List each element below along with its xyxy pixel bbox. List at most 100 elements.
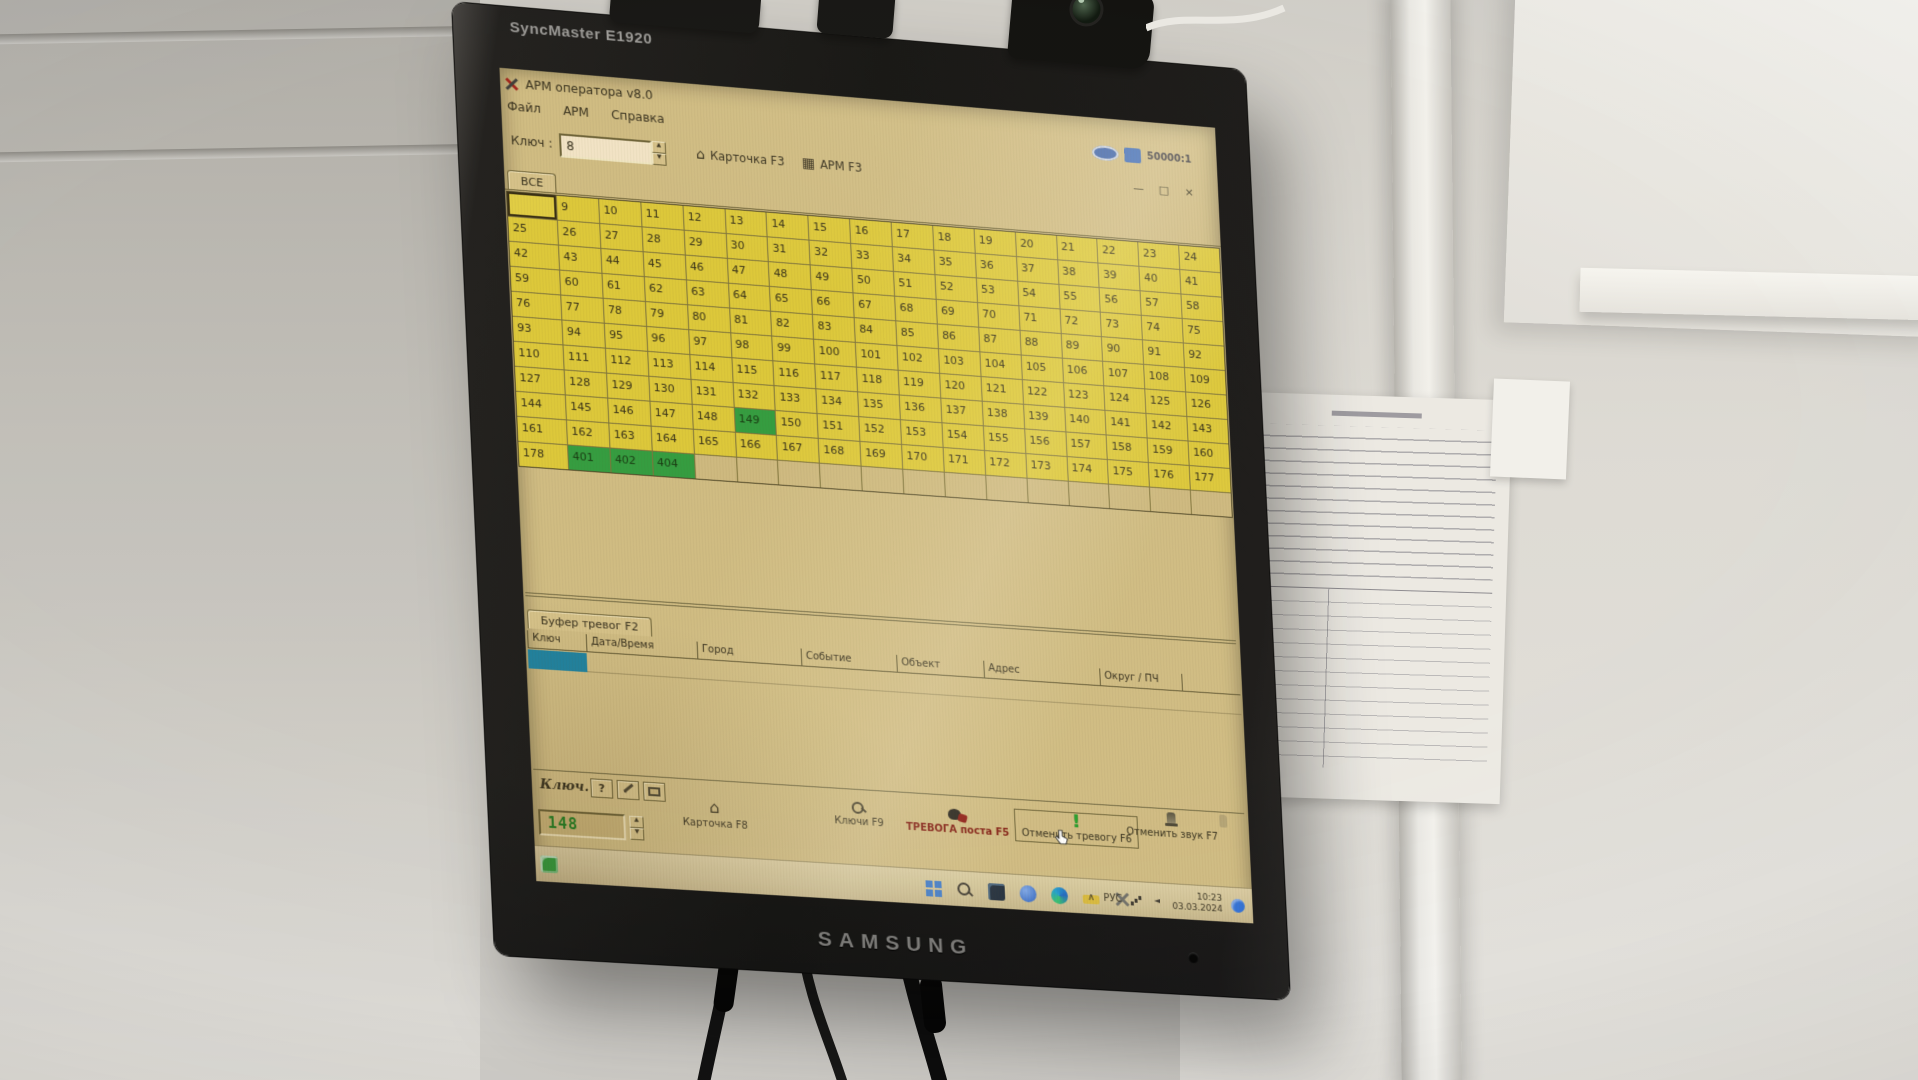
grid-cell[interactable]: 122 — [1022, 380, 1064, 407]
grid-cell[interactable]: 131 — [691, 379, 734, 407]
grid-cell[interactable] — [820, 463, 862, 491]
grid-cell[interactable]: 71 — [1019, 306, 1061, 333]
grid-cell[interactable]: 67 — [853, 293, 896, 321]
grid-cell[interactable] — [694, 454, 737, 482]
grid-cell[interactable]: 78 — [603, 298, 646, 326]
grid-cell[interactable]: 33 — [851, 243, 893, 271]
grid-cell[interactable]: 119 — [898, 370, 941, 398]
grid-cell[interactable] — [1109, 484, 1151, 512]
key-spinner[interactable]: ▲ ▼ — [651, 140, 667, 166]
grid-cell[interactable]: 81 — [729, 308, 772, 336]
grid-cell[interactable]: 109 — [1185, 367, 1226, 395]
grid-cell[interactable]: 63 — [686, 280, 729, 308]
grid-cell[interactable]: 58 — [1181, 294, 1223, 322]
grid-cell[interactable]: 178 — [518, 441, 569, 470]
grid-cell[interactable]: 129 — [606, 373, 650, 401]
card-f8-button[interactable]: ⌂ Карточка F8 — [682, 796, 749, 832]
close-button[interactable]: × — [1184, 185, 1194, 199]
grid-cell[interactable]: 44 — [601, 248, 644, 277]
grid-cell[interactable]: 39 — [1098, 263, 1140, 291]
grid-cell[interactable] — [903, 469, 945, 497]
grid-cell[interactable]: 17 — [891, 222, 934, 250]
grid-cell[interactable] — [1150, 487, 1192, 515]
grid-cell[interactable]: 110 — [513, 341, 564, 370]
grid-cell[interactable]: 167 — [777, 435, 820, 463]
grid-cell[interactable] — [778, 460, 821, 488]
grid-cell[interactable]: 51 — [893, 271, 936, 299]
grid-cell[interactable]: 93 — [512, 316, 563, 345]
grid-cell[interactable]: 148 — [692, 404, 735, 432]
grid-cell[interactable]: 62 — [644, 277, 687, 305]
grid-cell[interactable]: 103 — [938, 349, 981, 376]
grid-cell[interactable]: 89 — [1061, 334, 1103, 361]
grid-cell[interactable] — [985, 475, 1028, 503]
taskbar-app-icon[interactable] — [987, 882, 1006, 901]
grid-cell[interactable]: 27 — [600, 224, 643, 252]
grid-cell[interactable]: 117 — [815, 364, 858, 392]
grid-cell[interactable]: 54 — [1017, 281, 1060, 309]
grid-cell[interactable]: 82 — [771, 311, 814, 339]
grid-cell[interactable]: 72 — [1060, 309, 1102, 337]
tab-all[interactable]: ВСЕ — [507, 169, 557, 193]
grid-cell[interactable]: 106 — [1062, 358, 1104, 386]
grid-cell[interactable]: 18 — [933, 225, 975, 253]
grid-cell[interactable]: 152 — [859, 417, 902, 444]
grid-cell[interactable]: 140 — [1064, 407, 1106, 435]
maximize-button[interactable]: □ — [1158, 183, 1170, 197]
grid-cell[interactable]: 164 — [651, 426, 694, 454]
grid-cell[interactable]: 46 — [685, 255, 728, 283]
grid-cell[interactable] — [507, 191, 557, 220]
display-button[interactable] — [642, 781, 666, 802]
grid-cell[interactable]: 130 — [649, 376, 692, 404]
grid-cell[interactable] — [861, 466, 904, 494]
grid-cell[interactable]: 38 — [1057, 260, 1099, 288]
grid-cell[interactable]: 114 — [689, 355, 733, 382]
grid-cell[interactable]: 142 — [1146, 413, 1188, 441]
grid-cell[interactable]: 175 — [1108, 460, 1150, 487]
alarm-post-f5-button[interactable]: ТРЕВОГА поста F5 — [905, 806, 1010, 839]
volume-icon[interactable] — [1151, 895, 1163, 907]
grid-cell[interactable]: 158 — [1106, 435, 1148, 462]
grid-cell[interactable]: 146 — [608, 398, 651, 426]
grid-cell[interactable]: 128 — [564, 370, 607, 398]
grid-cell[interactable]: 75 — [1182, 319, 1224, 346]
grid-cell[interactable]: 77 — [561, 295, 604, 323]
grid-cell[interactable]: 402 — [610, 448, 653, 476]
grid-cell[interactable]: 65 — [770, 286, 813, 314]
grid-cell[interactable]: 155 — [983, 426, 1026, 453]
grid-cell[interactable]: 40 — [1139, 266, 1181, 294]
grid-cell[interactable]: 94 — [562, 320, 605, 348]
menu-item-2[interactable]: Справка — [610, 107, 665, 127]
grid-cell[interactable]: 41 — [1180, 270, 1222, 297]
grid-cell[interactable]: 68 — [895, 296, 937, 324]
grid-cell[interactable]: 74 — [1141, 315, 1183, 343]
grid-cell[interactable]: 141 — [1105, 410, 1147, 438]
grid-cell[interactable]: 107 — [1103, 361, 1145, 389]
grid-cell[interactable]: 14 — [766, 212, 809, 240]
grid-cell[interactable]: 126 — [1186, 392, 1228, 419]
grid-cell[interactable]: 87 — [979, 327, 1021, 355]
grid-cell[interactable]: 98 — [730, 333, 773, 361]
grid-cell[interactable]: 32 — [809, 240, 852, 268]
grid-cell[interactable]: 45 — [643, 252, 686, 280]
grid-cell[interactable]: 83 — [813, 314, 855, 342]
spin-up-icon[interactable]: ▲ — [629, 815, 644, 829]
grid-cell[interactable]: 97 — [688, 330, 731, 358]
grid-cell[interactable]: 124 — [1104, 386, 1146, 413]
grid-cell[interactable]: 64 — [728, 283, 771, 311]
grid-cell[interactable]: 73 — [1101, 312, 1143, 340]
network-icon[interactable] — [1131, 894, 1143, 906]
grid-cell[interactable]: 96 — [646, 326, 689, 354]
grid-cell[interactable]: 11 — [641, 202, 684, 230]
grid-cell[interactable]: 169 — [860, 441, 903, 469]
grid-cell[interactable]: 156 — [1024, 429, 1067, 456]
grid-cell[interactable]: 115 — [731, 358, 774, 386]
grid-cell[interactable]: 162 — [566, 420, 610, 448]
grid-cell[interactable]: 120 — [940, 373, 982, 401]
grid-cell[interactable]: 22 — [1097, 239, 1139, 266]
taskbar-app-icon[interactable] — [1019, 884, 1037, 903]
grid-cell[interactable]: 102 — [897, 346, 940, 373]
grid-cell[interactable]: 69 — [936, 299, 978, 327]
grid-cell[interactable]: 16 — [850, 219, 892, 247]
grid-cell[interactable]: 113 — [647, 351, 691, 379]
